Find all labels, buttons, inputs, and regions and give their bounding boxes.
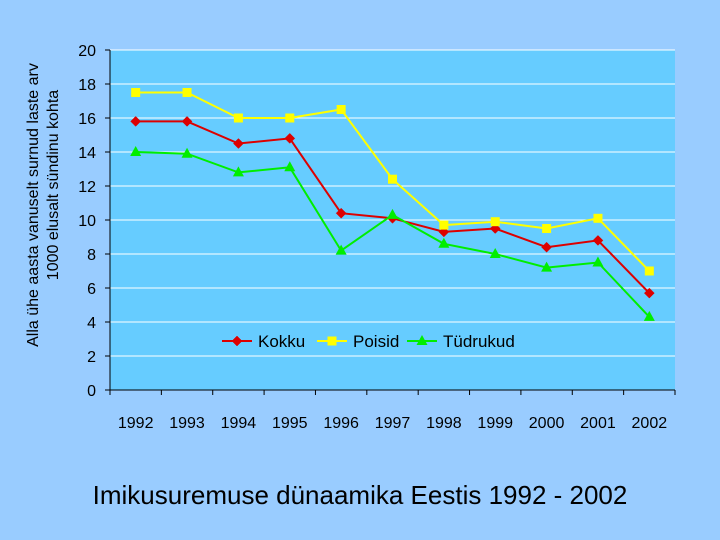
y-tick-label: 0 bbox=[87, 383, 96, 400]
legend-label: Kokku bbox=[258, 332, 305, 351]
data-point bbox=[181, 116, 193, 127]
y-tick-label: 14 bbox=[78, 145, 96, 162]
y-tick-label: 2 bbox=[87, 349, 96, 366]
data-point bbox=[542, 224, 552, 233]
data-point bbox=[232, 166, 244, 177]
y-axis-label-line-2: 1000 elusalt sündinu kohta bbox=[45, 90, 62, 280]
data-point bbox=[182, 88, 192, 97]
y-tick-label: 16 bbox=[78, 111, 96, 128]
legend-label: Tüdrukud bbox=[443, 332, 515, 351]
x-tick-label: 1999 bbox=[477, 415, 513, 432]
legend: Kokku Poisid Tüdrukud bbox=[222, 332, 515, 351]
data-point bbox=[490, 217, 500, 227]
legend-marker bbox=[327, 336, 337, 346]
x-tick-label: 1996 bbox=[323, 415, 359, 432]
data-point bbox=[387, 208, 398, 219]
data-point bbox=[541, 261, 553, 272]
y-tick-label: 20 bbox=[78, 43, 96, 60]
data-point bbox=[438, 237, 450, 248]
data-point bbox=[233, 113, 243, 123]
axes: 0 2 4 6 8 10 12 14 16 18 20 1992 1993 1994 1995 1996 199… bbox=[78, 43, 676, 432]
data-point bbox=[335, 207, 347, 219]
x-tick-label: 2002 bbox=[632, 415, 668, 432]
grid bbox=[110, 49, 675, 357]
legend-marker bbox=[416, 335, 428, 345]
legend-label: Poisid bbox=[353, 332, 399, 351]
y-axis-label-line-1: Alla ühe aasta vanuselt surnud laste arv bbox=[25, 63, 42, 347]
data-point bbox=[131, 88, 141, 97]
data-point bbox=[644, 266, 654, 276]
data-point bbox=[388, 174, 397, 184]
x-tick-label: 1997 bbox=[375, 415, 411, 432]
x-tick-label: 1994 bbox=[221, 415, 257, 432]
line-chart: Alla ühe aasta vanuselt surnud laste arv… bbox=[25, 43, 676, 432]
data-point bbox=[489, 248, 501, 258]
data-point bbox=[130, 146, 142, 156]
chart-caption: Imikusuremuse dünaamika Eestis 1992 - 20… bbox=[92, 480, 628, 510]
data-point bbox=[284, 133, 296, 144]
data-point bbox=[439, 220, 449, 230]
data-point bbox=[643, 287, 655, 299]
x-tick-label: 1995 bbox=[272, 415, 308, 432]
data-point bbox=[643, 310, 655, 321]
y-tick-label: 6 bbox=[87, 281, 96, 298]
data-point bbox=[593, 213, 603, 223]
data-point bbox=[285, 113, 295, 123]
data-point bbox=[233, 138, 244, 149]
y-tick-label: 12 bbox=[78, 179, 96, 196]
y-tick-label: 18 bbox=[78, 77, 96, 94]
data-point bbox=[592, 256, 604, 267]
data-point bbox=[130, 116, 142, 127]
y-tick-label: 4 bbox=[87, 315, 96, 332]
data-point bbox=[181, 147, 193, 158]
x-tick-label: 2000 bbox=[529, 415, 565, 432]
data-point bbox=[336, 105, 346, 114]
x-tick-label: 2001 bbox=[580, 415, 616, 432]
y-tick-label: 8 bbox=[87, 247, 96, 264]
x-tick-label: 1998 bbox=[426, 415, 462, 432]
data-point bbox=[541, 241, 552, 253]
data-point bbox=[335, 244, 347, 255]
y-tick-label: 10 bbox=[78, 213, 96, 230]
series-layer bbox=[130, 88, 655, 321]
data-point bbox=[592, 235, 604, 246]
legend-marker bbox=[231, 335, 243, 347]
x-tick-label: 1993 bbox=[169, 415, 205, 432]
data-point bbox=[284, 161, 296, 172]
x-tick-label: 1992 bbox=[118, 415, 154, 432]
